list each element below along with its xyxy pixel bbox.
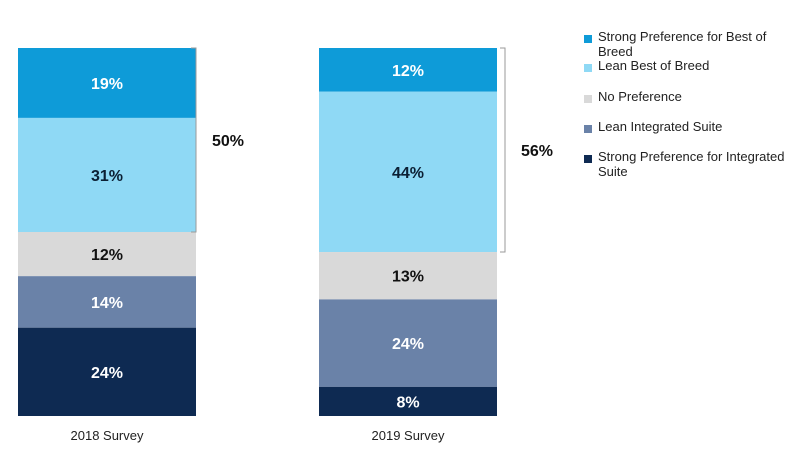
legend-swatch [584,155,592,163]
bar-segment-lean-best-of-breed-2019-survey [319,91,497,253]
bracket-line [500,47,506,253]
bracket-line [191,47,197,233]
data-label: 24% [91,365,123,382]
legend-label: No Preference [598,89,682,104]
data-label: 13% [392,269,424,286]
data-label: 12% [392,63,424,80]
legend-swatch [584,125,592,133]
data-label: 12% [91,247,123,264]
data-label: 8% [396,394,419,411]
legend-label: Lean Best of Breed [598,58,710,73]
bracket-total-label: 56% [521,143,553,160]
bar-segment-strong-preference-for-best-of-breed-2018-survey [18,48,196,118]
bar-segment-strong-preference-for-integrated-suite-2019-survey [319,386,497,416]
legend-label: Strong Preference for Best of Breed [598,29,767,59]
legend-item-no-preference: No Preference [584,89,798,104]
legend-label: Strong Preference for Integrated Suite [598,149,785,179]
bar-segment-no-preference-2018-survey [18,232,196,277]
bar-segment-no-preference-2019-survey [319,252,497,300]
legend-item-lean-best-of-breed: Lean Best of Breed [584,58,798,73]
legend-item-lean-integrated-suite: Lean Integrated Suite [584,119,798,134]
legend-swatch [584,35,592,43]
bar-segment-lean-best-of-breed-2018-survey [18,117,196,232]
legend-label: Lean Integrated Suite [598,119,723,134]
bar-segment-strong-preference-for-integrated-suite-2018-survey [18,327,196,416]
bracket-total-label: 50% [212,133,244,150]
legend-swatch [584,95,592,103]
data-label: 31% [91,168,123,185]
legend-swatch [584,64,592,72]
bar-segment-lean-integrated-suite-2018-survey [18,276,196,328]
data-label: 44% [392,165,424,182]
bar-segment-lean-integrated-suite-2019-survey [319,299,497,387]
legend-item-strong-best-of-breed: Strong Preference for Best of Breed [584,29,798,59]
category-label: 2018 Survey [71,428,144,443]
data-label: 14% [91,295,123,312]
data-label: 24% [392,336,424,353]
legend-item-strong-integrated-suite: Strong Preference for Integrated Suite [584,149,798,179]
data-label: 19% [91,76,123,93]
category-label: 2019 Survey [372,428,445,443]
bar-segment-strong-preference-for-best-of-breed-2019-survey [319,48,497,92]
